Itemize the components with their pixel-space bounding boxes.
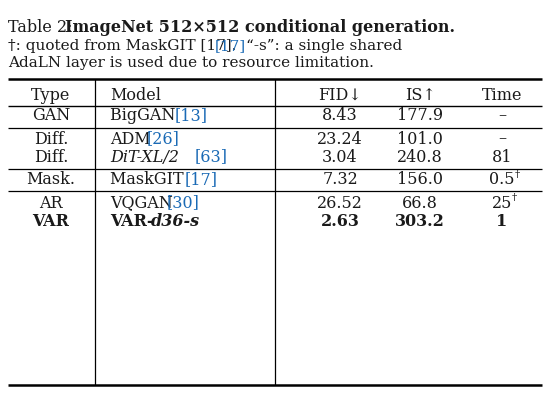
Text: BigGAN: BigGAN bbox=[110, 108, 180, 125]
Text: 240.8: 240.8 bbox=[397, 148, 443, 166]
Text: AdaLN layer is used due to resource limitation.: AdaLN layer is used due to resource limi… bbox=[8, 56, 374, 70]
Text: 25: 25 bbox=[492, 195, 512, 212]
Text: Type: Type bbox=[31, 87, 71, 104]
Text: 0.5: 0.5 bbox=[490, 172, 515, 189]
Text: Diff.: Diff. bbox=[34, 131, 68, 148]
Text: Diff.: Diff. bbox=[34, 148, 68, 166]
Text: DiT-XL/2: DiT-XL/2 bbox=[110, 148, 184, 166]
Text: d36-s: d36-s bbox=[151, 212, 200, 229]
Text: [17]: [17] bbox=[215, 39, 246, 53]
Text: –: – bbox=[498, 131, 506, 148]
Text: 177.9: 177.9 bbox=[397, 108, 443, 125]
Text: ADM: ADM bbox=[110, 131, 156, 148]
Text: 7.32: 7.32 bbox=[322, 172, 358, 189]
Text: –: – bbox=[498, 108, 506, 125]
Text: [13]: [13] bbox=[175, 108, 208, 125]
Text: IS↑: IS↑ bbox=[405, 87, 436, 104]
Text: †: † bbox=[515, 170, 520, 179]
Text: 8.43: 8.43 bbox=[322, 108, 358, 125]
Text: [26]: [26] bbox=[147, 131, 180, 148]
Text: Table 2:: Table 2: bbox=[8, 19, 78, 36]
Text: 23.24: 23.24 bbox=[317, 131, 363, 148]
Text: 81: 81 bbox=[492, 148, 512, 166]
Text: 156.0: 156.0 bbox=[397, 172, 443, 189]
Text: AR: AR bbox=[39, 195, 63, 212]
Text: 101.0: 101.0 bbox=[397, 131, 443, 148]
Text: Model: Model bbox=[110, 87, 161, 104]
Text: [30]: [30] bbox=[167, 195, 200, 212]
Text: MaskGIT: MaskGIT bbox=[110, 172, 189, 189]
Text: ImageNet 512×512 conditional generation.: ImageNet 512×512 conditional generation. bbox=[65, 19, 455, 36]
Text: Mask.: Mask. bbox=[26, 172, 75, 189]
Text: †: † bbox=[512, 193, 517, 202]
Text: 2.63: 2.63 bbox=[321, 212, 360, 229]
Text: Time: Time bbox=[482, 87, 522, 104]
Text: FID↓: FID↓ bbox=[318, 87, 362, 104]
Text: 303.2: 303.2 bbox=[395, 212, 445, 229]
Text: [17]: [17] bbox=[185, 172, 218, 189]
Text: 66.8: 66.8 bbox=[402, 195, 438, 212]
Text: 1: 1 bbox=[496, 212, 508, 229]
Text: 26.52: 26.52 bbox=[317, 195, 363, 212]
Text: GAN: GAN bbox=[32, 108, 70, 125]
Text: VQGAN: VQGAN bbox=[110, 195, 178, 212]
Text: VAR-: VAR- bbox=[110, 212, 153, 229]
Text: †: quoted from MaskGIT [17].  “-s”: a single shared: †: quoted from MaskGIT [17]. “-s”: a sin… bbox=[8, 39, 402, 53]
Text: VAR: VAR bbox=[32, 212, 69, 229]
Text: [63]: [63] bbox=[195, 148, 228, 166]
Text: 3.04: 3.04 bbox=[322, 148, 358, 166]
